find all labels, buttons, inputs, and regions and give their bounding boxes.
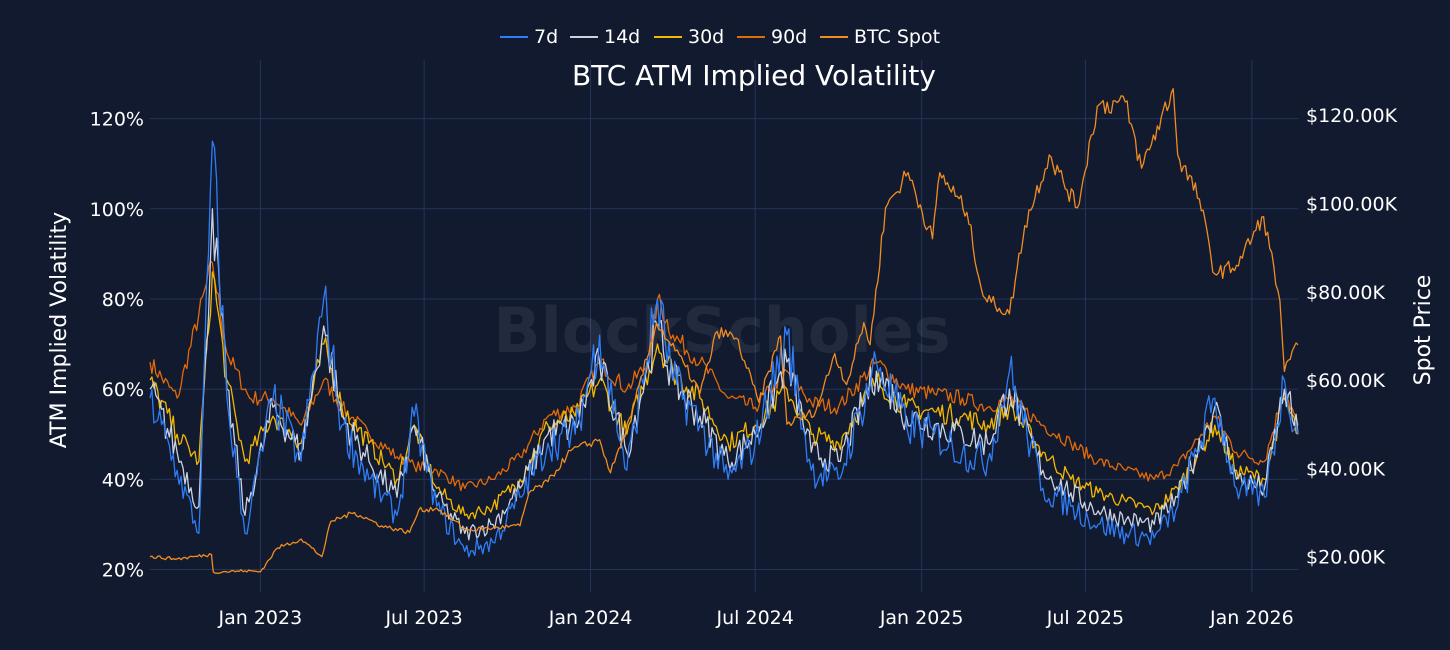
x-tick-label: Jul 2024 [716,607,794,629]
y-left-tick-label: 40% [102,469,144,491]
y-right-tick-label: $60.00K [1306,370,1385,392]
legend-item-btc-spot[interactable]: BTC Spot [820,26,940,48]
axis-ticks: Jan 2023 Jul 2023 Jan 2024 Jul 2024 Jan 2025… [90,105,1398,629]
y-left-tick-label: 20% [102,559,144,581]
y-right-tick-label: $20.00K [1306,547,1385,569]
x-tick-label: Jan 2026 [1209,607,1294,629]
legend-label: 14d [604,26,640,48]
y-axis-left-title: ATM Implied Volatility [47,212,72,448]
legend-label: BTC Spot [854,26,940,48]
legend-label: 7d [534,26,558,48]
y-left-tick-label: 120% [90,109,144,131]
y-right-tick-label: $80.00K [1306,282,1385,304]
series-line-14d [150,209,1298,540]
legend-item-14d[interactable]: 14d [570,26,640,48]
volatility-chart: BlockScholes Jan 2023 Jul 2023 Jan 2024 Jul… [0,0,1450,650]
legend-item-7d[interactable]: 7d [500,26,558,48]
y-axis-right-title: Spot Price [1411,275,1436,386]
legend-label: 30d [688,26,724,48]
y-left-tick-label: 100% [90,199,144,221]
x-tick-label: Jan 2023 [218,607,303,629]
legend-label: 90d [771,26,807,48]
y-right-tick-label: $120.00K [1306,105,1398,127]
legend-item-90d[interactable]: 90d [737,26,807,48]
y-right-tick-label: $40.00K [1306,458,1385,480]
x-tick-label: Jan 2024 [548,607,633,629]
legend-item-30d[interactable]: 30d [654,26,724,48]
y-left-tick-label: 60% [102,379,144,401]
x-tick-label: Jan 2025 [879,607,964,629]
x-tick-label: Jul 2023 [384,607,462,629]
chart-title: BTC ATM Implied Volatility [572,59,936,92]
x-tick-label: Jul 2025 [1046,607,1124,629]
y-left-tick-label: 80% [102,289,144,311]
y-right-tick-label: $100.00K [1306,193,1398,215]
legend[interactable]: 7d 14d 30d 90d BTC Spot [500,26,940,48]
